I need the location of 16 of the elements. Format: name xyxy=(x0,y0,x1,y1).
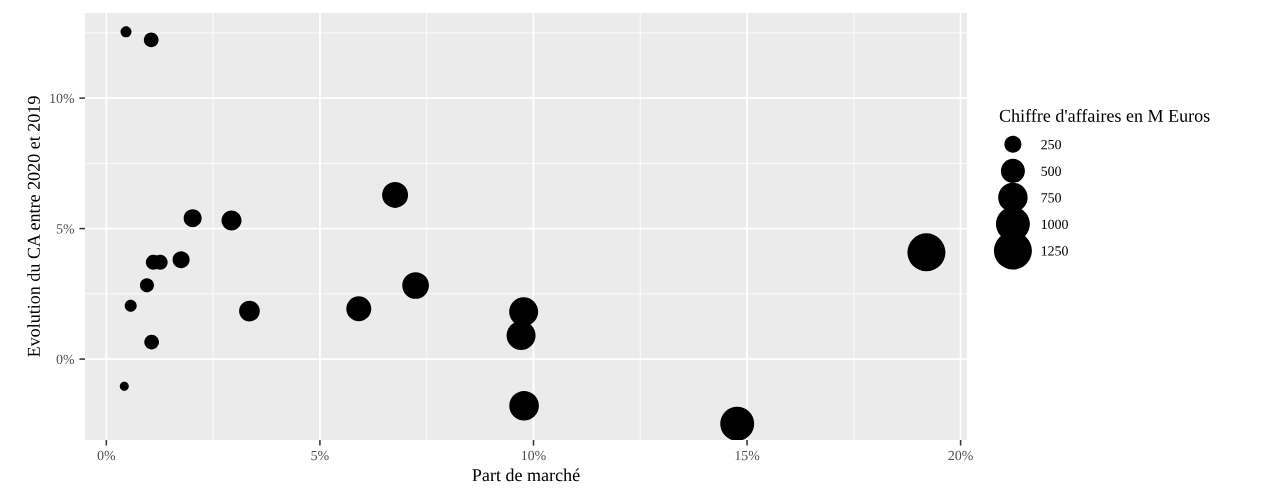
x-tick-label: 10% xyxy=(521,450,546,461)
x-axis-title: Part de marché xyxy=(472,468,580,482)
x-tick-label: 5% xyxy=(311,450,329,461)
x-tick-label: 15% xyxy=(735,450,760,461)
legend-title: Chiffre d'affaires en M Euros xyxy=(999,109,1210,122)
y-tick-label: 5% xyxy=(56,224,75,234)
legend-label: 250 xyxy=(1041,139,1061,150)
y-tick-label: 0% xyxy=(56,354,75,365)
y-tick-label: 10% xyxy=(50,93,75,104)
y-axis-title: Evolution du CA entre 2020 et 2019 xyxy=(27,96,40,357)
legend-label: 1250 xyxy=(1041,246,1068,256)
x-tick-label: 0% xyxy=(97,450,116,461)
legend-label: 500 xyxy=(1041,166,1061,176)
x-tick-label: 20% xyxy=(948,450,973,461)
legend-label: 750 xyxy=(1041,193,1061,203)
legend-label: 1000 xyxy=(1041,219,1068,230)
